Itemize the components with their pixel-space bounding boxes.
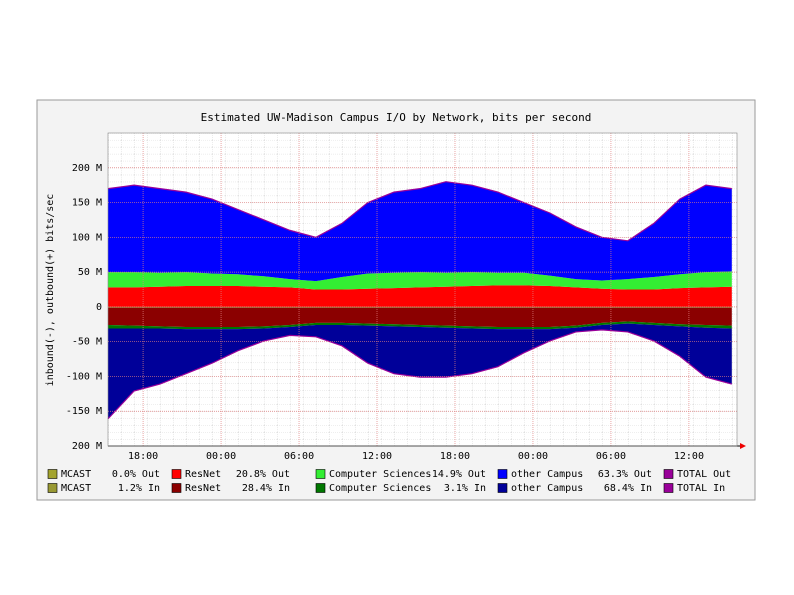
legend-label: other Campus <box>511 483 583 494</box>
legend-label: ResNet <box>185 469 221 480</box>
area <box>108 181 732 282</box>
legend-label: other Campus <box>511 469 583 480</box>
y-tick-label: 100 M <box>72 232 102 243</box>
x-axis-arrow <box>740 443 746 449</box>
area <box>108 323 732 419</box>
x-tick-label: 12:00 <box>674 451 704 462</box>
legend-stat: 14.9% Out <box>432 469 486 480</box>
legend-stat: 1.2% In <box>118 483 160 494</box>
legend-label: MCAST <box>61 483 91 494</box>
legend-swatch <box>497 483 508 493</box>
x-tick-label: 06:00 <box>284 451 314 462</box>
x-tick-label: 00:00 <box>206 451 236 462</box>
legend-swatch <box>663 483 674 493</box>
y-axis-label: inbound(-), outbound(+) bits/sec <box>45 194 56 387</box>
x-tick-label: 06:00 <box>596 451 626 462</box>
legend-swatch <box>663 469 674 479</box>
y-tick-label: 200 M <box>72 163 102 174</box>
legend-stat: 3.1% In <box>444 483 486 494</box>
plot-border <box>107 132 738 447</box>
x-tick-label: 00:00 <box>518 451 548 462</box>
legend-swatch <box>315 469 326 479</box>
legend-swatch <box>47 469 58 479</box>
legend-stat: 68.4% In <box>604 483 652 494</box>
legend-label: TOTAL Out <box>677 469 731 480</box>
legend-stat: 28.4% In <box>242 483 290 494</box>
area <box>108 321 732 330</box>
legend-swatch <box>497 469 508 479</box>
area <box>108 306 732 308</box>
chart-title: Estimated UW-Madison Campus I/O by Netwo… <box>201 111 592 124</box>
legend-stat: 0.0% Out <box>112 469 160 480</box>
x-tick-label: 18:00 <box>128 451 158 462</box>
y-tick-label: -50 M <box>72 337 102 348</box>
area <box>108 271 732 290</box>
legend-label: Computer Sciences <box>329 483 431 494</box>
total-line <box>107 329 732 420</box>
legend-swatch <box>47 483 58 493</box>
y-tick-label: 0 <box>96 302 102 313</box>
legend-stat: 20.8% Out <box>236 469 290 480</box>
legend-swatch <box>171 483 182 493</box>
x-tick-label: 12:00 <box>362 451 392 462</box>
area <box>108 285 732 307</box>
area <box>108 307 732 328</box>
x-tick-label: 18:00 <box>440 451 470 462</box>
y-tick-label: -150 M <box>66 406 102 417</box>
legend-swatch <box>171 469 182 479</box>
y-tick-label: 50 M <box>78 267 102 278</box>
legend-label: Computer Sciences <box>329 469 431 480</box>
legend-label: TOTAL In <box>677 483 725 494</box>
total-line <box>107 181 732 242</box>
y-tick-label: -100 M <box>66 371 102 382</box>
legend-swatch <box>315 483 326 493</box>
y-tick-label: 200 M <box>72 441 102 452</box>
legend-label: MCAST <box>61 469 91 480</box>
legend-stat: 63.3% Out <box>598 469 652 480</box>
y-tick-label: 150 M <box>72 198 102 209</box>
legend-label: ResNet <box>185 483 221 494</box>
